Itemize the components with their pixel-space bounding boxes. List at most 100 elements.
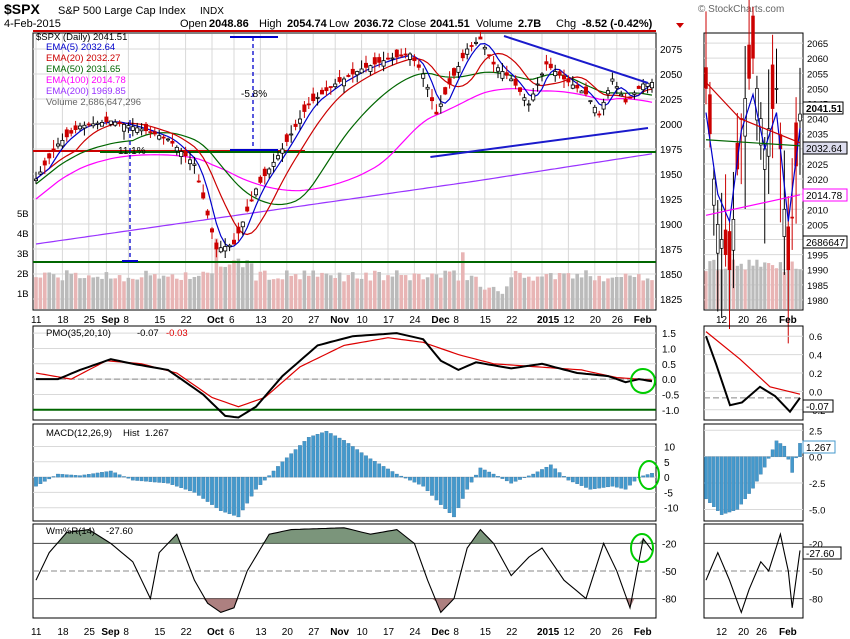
candle-body (148, 131, 153, 134)
x-tick-label: 26 (612, 315, 624, 326)
x-tick-label: 12 (563, 627, 575, 638)
candle-body (790, 216, 794, 219)
volume-bar (704, 271, 708, 309)
volume-bar (712, 259, 716, 309)
volume-bar (619, 277, 623, 309)
macd-histogram-bar (540, 469, 544, 478)
candle-body (399, 54, 404, 57)
macd-histogram-bar (716, 456, 720, 511)
macd-histogram-bar (262, 476, 267, 481)
low-label: Low (329, 18, 349, 30)
volume-bar (271, 279, 276, 309)
candle-body (708, 94, 712, 135)
macd-histogram-bar (708, 456, 712, 503)
volume-bar (315, 276, 320, 309)
volume-bar (258, 271, 263, 309)
y-tick-label: 2050 (807, 84, 828, 95)
candle-body (346, 75, 351, 77)
candle-body (469, 45, 474, 47)
y-tick-label: -50 (662, 567, 677, 578)
candle-body (289, 133, 294, 136)
candle-body (443, 87, 448, 95)
candle-body (363, 62, 368, 68)
candle-body (544, 61, 549, 65)
volume-bar (434, 274, 439, 309)
candle-body (566, 78, 571, 83)
x-tick-label: 18 (57, 627, 69, 638)
y-tick-label: 0.6 (809, 332, 822, 343)
candle-body (157, 135, 162, 140)
macd-histogram-bar (434, 476, 439, 501)
macd-histogram-bar (628, 476, 632, 486)
macd-histogram-bar (311, 435, 316, 478)
macd-histogram-bar (284, 457, 289, 478)
macd-histogram-bar (130, 476, 135, 481)
y-tick-label: 0 (664, 473, 670, 484)
macd-histogram-bar (82, 474, 87, 478)
macd-histogram-bar (258, 476, 263, 485)
macd-histogram-bar (712, 456, 716, 507)
volume-bar (790, 261, 794, 309)
macd-histogram-bar (95, 472, 100, 478)
y-tick-label: 2055 (807, 69, 828, 80)
macd-histogram-bar (104, 471, 109, 478)
volume-bar (267, 279, 271, 309)
macd-histogram-bar (205, 476, 210, 502)
macd-side-panel-frame (703, 423, 804, 522)
pmo-label: PMO(35,20,10) (46, 328, 111, 339)
candle-body (130, 126, 135, 131)
candle-body (231, 239, 236, 245)
candle-body (526, 103, 531, 106)
candle-body (495, 67, 500, 72)
macd-histogram-bar (522, 476, 527, 478)
volume-bar (38, 277, 43, 309)
candle-body (770, 64, 775, 109)
volume-bar (443, 270, 447, 309)
volume-bar (794, 268, 798, 309)
index-name: S&P 500 Large Cap Index (58, 5, 186, 17)
pmo-side-box (802, 399, 834, 413)
x-tick-label: 17 (383, 627, 395, 638)
macd-histogram-bar (306, 437, 311, 478)
volume-bar (175, 278, 179, 309)
macd-histogram-bar (509, 476, 514, 484)
candle-body (650, 82, 655, 89)
candle-body (562, 75, 567, 80)
volume-bar (708, 261, 712, 309)
macd-histogram-bar (416, 476, 421, 485)
macd-histogram-bar (518, 476, 522, 480)
x-tick-label: 20 (738, 627, 750, 638)
ema100-side-label: 2014.78 (806, 191, 843, 202)
trendline-lower (430, 127, 649, 158)
candle-body (209, 228, 214, 233)
candle-body (500, 71, 505, 79)
macd-histogram-bar (487, 471, 492, 478)
candle-body (385, 57, 390, 60)
macd-histogram-bar (280, 461, 285, 478)
candle-body (460, 52, 465, 59)
pmo-value: -0.07 (137, 328, 159, 339)
ema5-line (705, 92, 801, 224)
candle-body (214, 242, 219, 250)
ema50-line (705, 139, 801, 147)
chg-label: Chg (556, 18, 576, 30)
macd-histogram-bar (786, 456, 791, 460)
x-tick-label: 20 (282, 315, 294, 326)
volume-bar (399, 275, 403, 309)
macd-histogram-bar (452, 476, 456, 518)
candle-body (205, 210, 210, 216)
x-tick-label: 8 (453, 315, 459, 326)
candle-body (570, 84, 575, 89)
volume-bar (623, 273, 628, 309)
candle-body (619, 93, 624, 97)
y-tick-label: 0.0 (809, 387, 822, 398)
candle-body (782, 208, 787, 237)
volume-tick-label: 2B (17, 269, 29, 280)
candle-body (161, 136, 166, 139)
y-tick-label: 1875 (660, 245, 683, 256)
overbought-fill (36, 527, 652, 544)
volume-bar (337, 272, 342, 309)
candle-body (113, 121, 118, 126)
candle-body (540, 73, 545, 76)
macd-histogram-bar (719, 456, 724, 515)
